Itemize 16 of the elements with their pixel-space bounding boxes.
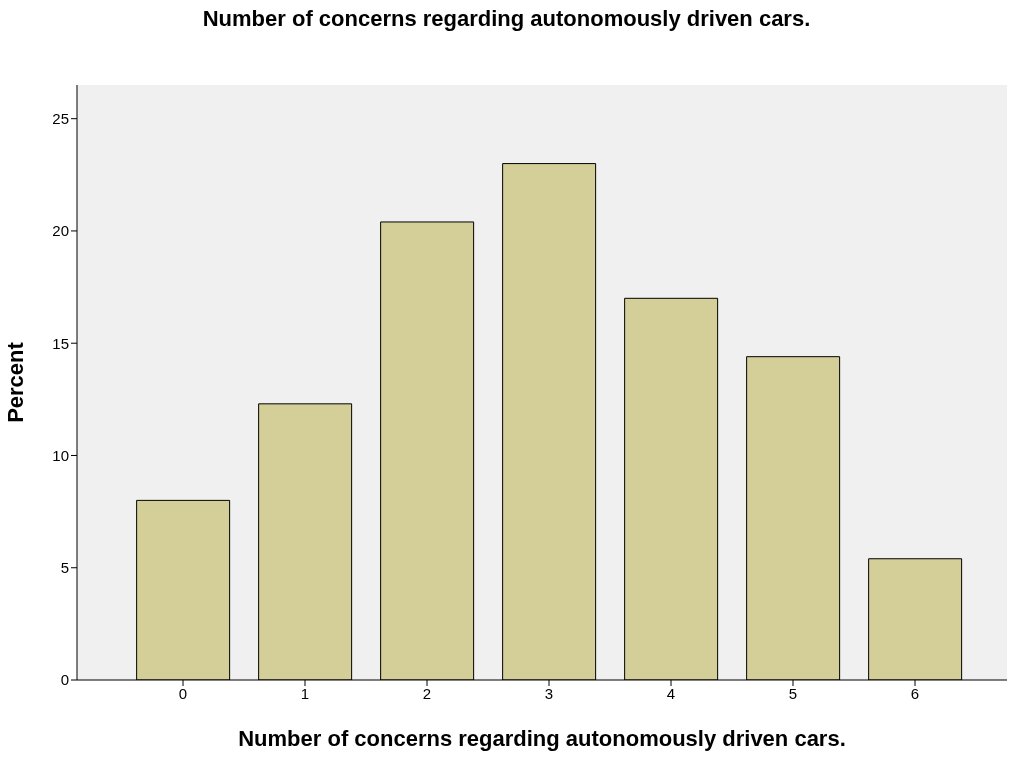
- y-tick-label: 15: [52, 334, 69, 352]
- chart-title: Number of concerns regarding autonomously driven cars.: [201, 6, 812, 32]
- y-tick-label: 20: [52, 222, 69, 240]
- x-axis-title: Number of concerns regarding autonomously driven cars.: [238, 726, 846, 751]
- x-tick-label: 4: [666, 684, 676, 702]
- x-tick-label: 0: [178, 684, 188, 702]
- x-tick-label: 2: [422, 684, 432, 702]
- y-tick-label: 10: [52, 446, 69, 464]
- y-axis-title: Percent: [2, 341, 28, 423]
- y-tick-label: 5: [60, 559, 69, 577]
- y-tick-label: 25: [52, 110, 69, 127]
- y-tick-label: 0: [60, 671, 69, 689]
- x-tick-label: 6: [910, 684, 920, 702]
- x-tick-label: 3: [544, 684, 554, 702]
- x-tick-label: 5: [788, 684, 798, 702]
- x-tick-label: 1: [300, 684, 310, 702]
